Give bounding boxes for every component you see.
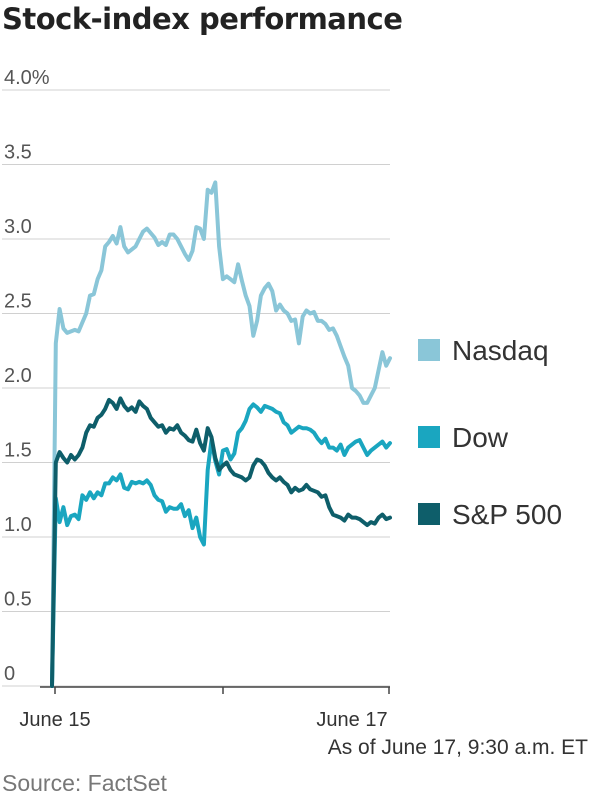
grid-lines: 4.0% 3.5 3.0 2.5 2.0 1.5 1.0 0.5 0 [2, 67, 390, 687]
y-tick-label: 0 [4, 663, 15, 685]
y-tick-label: 2.5 [4, 291, 32, 313]
legend-swatch [418, 426, 440, 448]
legend-swatch [418, 339, 440, 361]
y-tick-label: 4.0% [4, 67, 50, 89]
legend-label: Dow [452, 422, 509, 453]
series-lines [50, 180, 392, 688]
x-axis: June 15 June 17 [19, 686, 390, 731]
y-tick-label: 3.0 [4, 216, 32, 238]
y-tick-label: 0.5 [4, 589, 32, 611]
chart-title: Stock-index performance [2, 2, 403, 36]
y-tick-label: 1.0 [4, 514, 32, 536]
x-tick-label: June 17 [316, 709, 387, 731]
y-tick-label: 3.5 [4, 142, 32, 164]
legend-label: S&P 500 [452, 499, 562, 530]
source-note: Source: FactSet [2, 770, 167, 796]
series-line-nasdaq [50, 180, 392, 688]
y-tick-label: 2.0 [4, 365, 32, 387]
x-tick-label: June 15 [19, 709, 90, 731]
legend: Nasdaq Dow S&P 500 [418, 335, 562, 530]
legend-swatch [418, 503, 440, 525]
as-of-note: As of June 17, 9:30 a.m. ET [327, 736, 588, 759]
legend-label: Nasdaq [452, 335, 549, 366]
series-line-dow [50, 402, 392, 688]
series-line-s-p-500 [50, 396, 392, 688]
y-tick-label: 1.5 [4, 440, 32, 462]
